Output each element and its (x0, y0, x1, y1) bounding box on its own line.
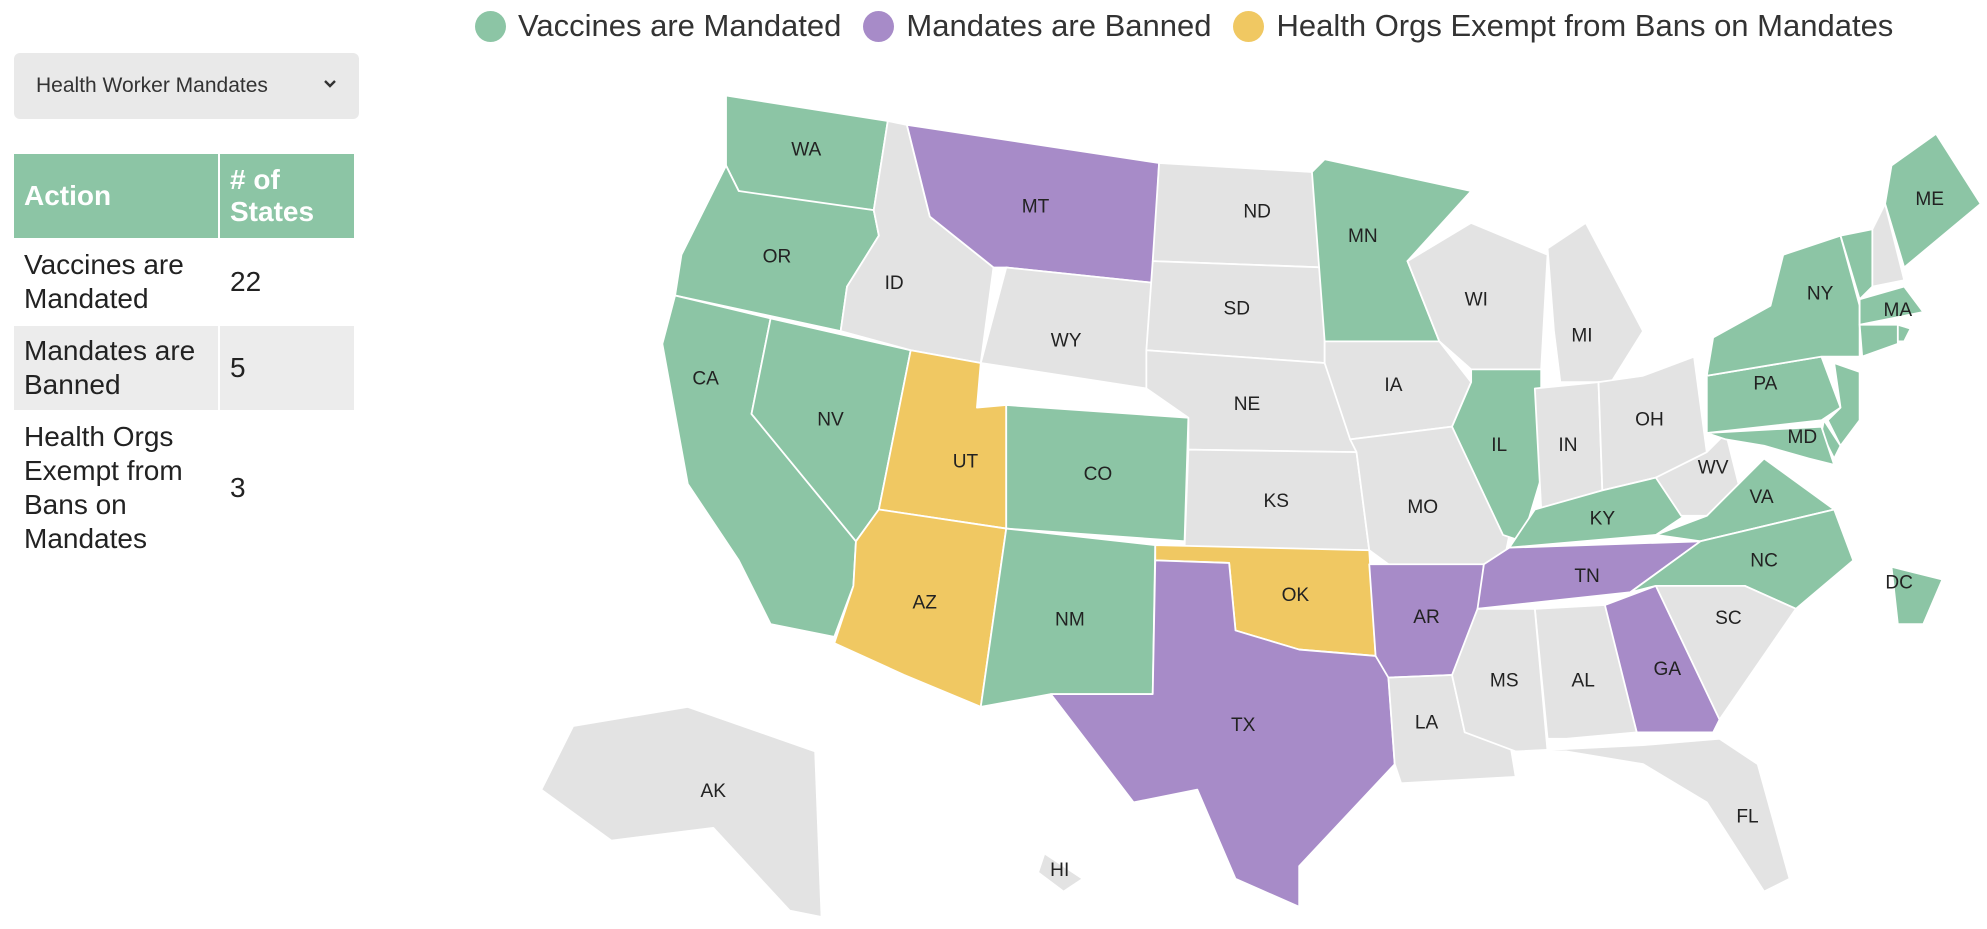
state-label: MT (1022, 197, 1050, 218)
table-row: Vaccines are Mandated 22 (14, 238, 356, 325)
dropdown-label: Health Worker Mandates (36, 74, 268, 97)
header-row: Action # of States (14, 154, 356, 239)
state (1037, 852, 1084, 893)
state-label: KY (1590, 509, 1616, 530)
header-cell: # of States (219, 154, 356, 239)
legend-item: Vaccines are Mandated (475, 8, 841, 44)
state-label: CO (1084, 464, 1113, 485)
state-label: WA (791, 139, 821, 160)
legend-swatch (863, 10, 895, 42)
state-label: NE (1234, 394, 1261, 415)
table-row: Health Orgs Exempt from Bans on Mandates… (14, 410, 356, 564)
state-label: MI (1571, 325, 1592, 346)
state-label: OK (1282, 585, 1310, 606)
state-label: PA (1753, 374, 1777, 395)
legend-label: Vaccines are Mandated (518, 8, 842, 43)
legend-label: Health Orgs Exempt from Bans on Mandates (1276, 8, 1894, 43)
chevron (324, 80, 336, 88)
state-label: OH (1635, 409, 1664, 430)
state-shapes (540, 94, 1982, 918)
state-label: IL (1491, 435, 1507, 456)
state-label: OR (763, 246, 792, 267)
state-label: MO (1407, 497, 1438, 518)
action-name: Mandates are Banned (14, 324, 220, 411)
state (1533, 604, 1638, 740)
state-label: IN (1558, 435, 1577, 456)
state-label: GA (1653, 659, 1681, 680)
state (1890, 565, 1944, 625)
state-label: ID (885, 273, 904, 294)
table-body: Vaccines are Mandated 22 Mandates are Bann… (14, 238, 356, 564)
state-label: HI (1050, 860, 1069, 881)
action-name: Vaccines are Mandated (14, 238, 220, 325)
state-label: SC (1715, 608, 1742, 629)
state-label: AK (701, 781, 727, 802)
legend-item: Health Orgs Exempt from Bans on Mandates (1233, 8, 1893, 44)
state-count: 22 (219, 238, 356, 325)
state-label: NV (817, 409, 844, 430)
state-label: WY (1051, 330, 1082, 351)
legend: Vaccines are Mandated Mandates are Banned… (475, 8, 1893, 44)
state-label: NM (1055, 609, 1085, 630)
state-label: WV (1698, 458, 1729, 479)
legend-item: Mandates are Banned (863, 8, 1211, 44)
state-label: AZ (913, 593, 938, 614)
legend-swatch (475, 10, 506, 42)
dropdown[interactable]: Health Worker Mandates (14, 53, 359, 119)
state-label: KS (1264, 491, 1289, 512)
state (1705, 425, 1836, 466)
state-label: IA (1384, 375, 1402, 396)
state-labels: WA OR CA NV ID MT WY UT AZ CO NM ND SD NE KS OK TX MN IA MO… (692, 139, 1944, 881)
legend-swatch (1233, 10, 1265, 42)
state (1049, 559, 1396, 908)
state-label: VA (1750, 487, 1774, 508)
state-label: LA (1415, 712, 1439, 733)
state-label: CA (692, 369, 719, 390)
state-label: AR (1413, 607, 1440, 628)
state-label: NY (1807, 283, 1834, 304)
state (540, 705, 823, 918)
table-row: Mandates are Banned 5 (14, 324, 356, 411)
state-label: ND (1243, 202, 1271, 223)
state-label: WI (1465, 290, 1488, 311)
state (1705, 234, 1861, 377)
state-label: SD (1224, 299, 1251, 320)
state-label: TX (1231, 715, 1256, 736)
legend-label: Mandates are Banned (906, 8, 1212, 43)
state-label: FL (1736, 807, 1758, 828)
action-name: Health Orgs Exempt from Bans on Mandates (14, 410, 220, 564)
state-label: NC (1750, 551, 1778, 572)
state-label: MA (1884, 300, 1913, 321)
state-label: AL (1572, 670, 1595, 691)
state-count: 3 (219, 410, 356, 564)
state (1896, 323, 1912, 343)
state (1151, 162, 1326, 269)
state (1514, 737, 1791, 893)
state (1871, 202, 1906, 288)
state-label: TN (1574, 566, 1599, 587)
state-label: DC (1885, 572, 1913, 593)
state (1546, 221, 1644, 383)
state-count: 5 (219, 324, 356, 411)
state (1884, 132, 1982, 269)
state (1858, 323, 1899, 358)
state (1858, 285, 1925, 326)
header-cell: Action (14, 154, 220, 239)
state-label: MN (1348, 226, 1378, 247)
summary-table: Action # of States Vaccines are Mandated… (14, 154, 356, 564)
state-label: ME (1915, 189, 1944, 210)
state-label: MS (1490, 670, 1519, 691)
state-label: MD (1787, 427, 1817, 448)
state-label: UT (953, 451, 979, 472)
state (979, 266, 1154, 390)
